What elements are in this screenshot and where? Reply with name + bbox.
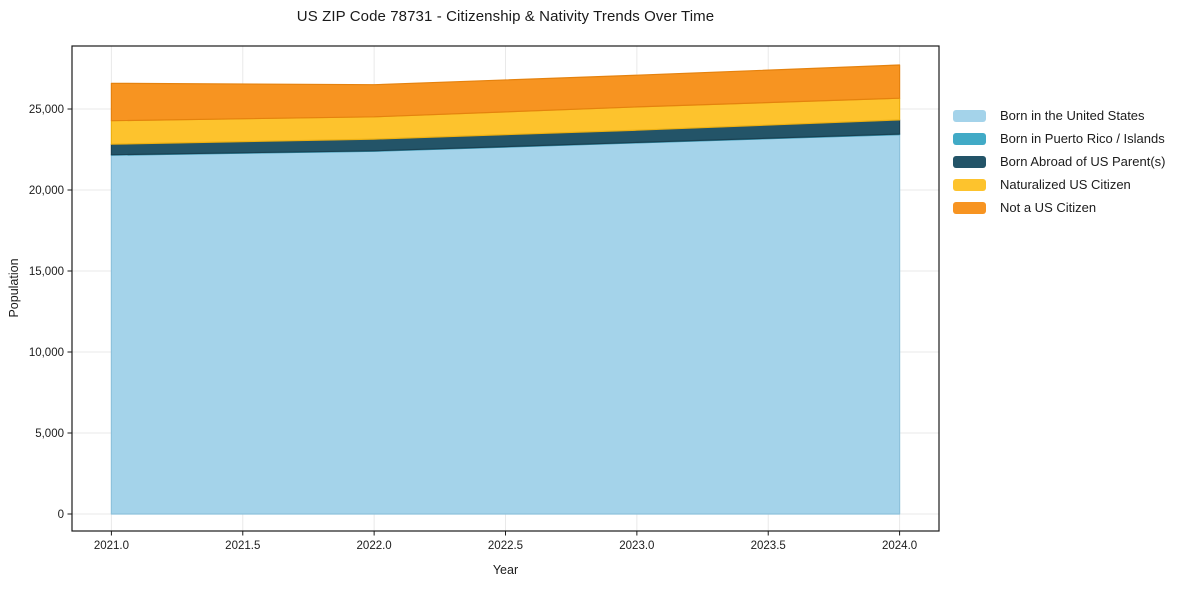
legend-item-born-in-us: Born in the United States — [953, 104, 1165, 127]
legend-swatch-not-citizen-icon — [953, 201, 986, 214]
legend-label: Born in Puerto Rico / Islands — [1000, 131, 1165, 146]
legend-swatch-naturalized-icon — [953, 178, 986, 191]
svg-text:2023.5: 2023.5 — [751, 540, 786, 552]
legend-label: Not a US Citizen — [1000, 200, 1097, 215]
legend-label: Born Abroad of US Parent(s) — [1000, 154, 1166, 169]
legend-swatch-born-abroad-icon — [953, 155, 986, 168]
x-axis-label: Year — [492, 563, 519, 577]
legend-swatch-born-in-puerto-rico-icon — [953, 132, 986, 145]
area-series-4 — [110, 64, 901, 122]
svg-text:2021.5: 2021.5 — [225, 540, 260, 552]
legend-item-born-abroad: Born Abroad of US Parent(s) — [953, 150, 1165, 173]
chart-legend: Born in the United States Born in Puerto… — [953, 104, 1165, 219]
axis-ticks — [67, 108, 901, 536]
svg-text:5,000: 5,000 — [35, 428, 64, 440]
tick-labels: 2021.0 2021.5 2022.0 2022.5 2023.0 2023.5 2024… — [29, 104, 917, 552]
svg-text:0: 0 — [58, 509, 64, 521]
stacked-areas — [110, 64, 901, 515]
legend-label: Born in the United States — [1000, 108, 1145, 123]
legend-item-not-citizen: Not a US Citizen — [953, 196, 1165, 219]
y-axis-label: Population — [7, 258, 21, 318]
svg-text:15,000: 15,000 — [29, 266, 64, 278]
svg-text:2022.0: 2022.0 — [357, 540, 392, 552]
svg-text:2023.0: 2023.0 — [619, 540, 654, 552]
area-series-0 — [110, 134, 901, 515]
legend-item-born-in-puerto-rico: Born in Puerto Rico / Islands — [953, 127, 1165, 150]
legend-swatch-born-in-us-icon — [953, 109, 986, 122]
svg-text:20,000: 20,000 — [29, 185, 64, 197]
svg-text:2021.0: 2021.0 — [94, 540, 129, 552]
svg-text:10,000: 10,000 — [29, 347, 64, 359]
legend-item-naturalized: Naturalized US Citizen — [953, 173, 1165, 196]
svg-text:2022.5: 2022.5 — [488, 540, 523, 552]
legend-label: Naturalized US Citizen — [1000, 177, 1131, 192]
svg-text:25,000: 25,000 — [29, 104, 64, 116]
svg-text:2024.0: 2024.0 — [882, 540, 917, 552]
chart-title: US ZIP Code 78731 - Citizenship & Nativi… — [296, 8, 715, 25]
